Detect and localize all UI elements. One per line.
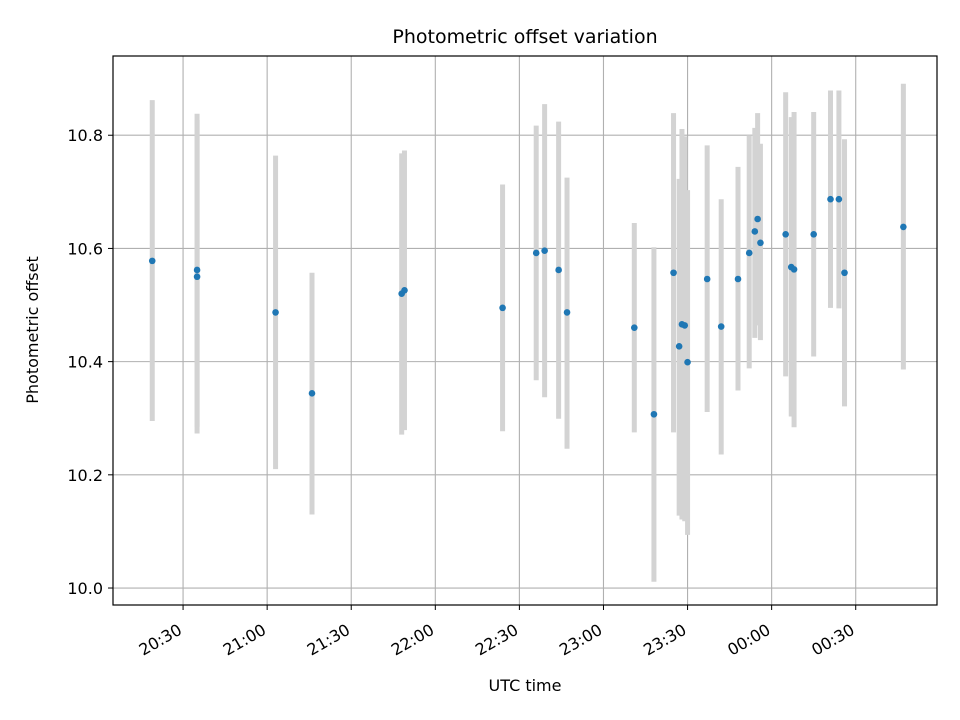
data-point bbox=[499, 304, 506, 312]
y-tick-label: 10.0 bbox=[67, 579, 103, 598]
y-tick-label: 10.6 bbox=[67, 239, 103, 258]
y-tick-label: 10.2 bbox=[67, 466, 103, 485]
x-axis-title: UTC time bbox=[489, 676, 562, 695]
plot-frame bbox=[112, 55, 938, 606]
y-tick-label: 10.4 bbox=[67, 353, 103, 372]
data-point bbox=[827, 195, 834, 203]
data-point bbox=[401, 287, 408, 294]
y-axis-title: Photometric offset bbox=[23, 256, 42, 404]
data-point bbox=[650, 410, 658, 418]
data-point bbox=[841, 269, 848, 277]
data-point bbox=[541, 247, 548, 254]
data-point bbox=[900, 223, 907, 231]
y-axis-ticks: 10.0 10.2 10.4 10.6 10.8 bbox=[67, 126, 113, 598]
data-point bbox=[754, 215, 761, 223]
data-point bbox=[734, 275, 742, 283]
data-point bbox=[631, 324, 638, 331]
y-tick-label: 10.8 bbox=[67, 126, 103, 145]
data-point bbox=[193, 273, 201, 281]
data-point bbox=[670, 269, 677, 277]
data-point bbox=[308, 390, 316, 397]
data-point bbox=[782, 230, 789, 238]
data-point bbox=[835, 195, 843, 203]
data-point bbox=[272, 309, 279, 316]
plot-area bbox=[113, 56, 937, 605]
data-point bbox=[684, 358, 691, 366]
data-point bbox=[757, 239, 764, 247]
data-points bbox=[148, 195, 907, 418]
data-point bbox=[681, 322, 689, 329]
data-point bbox=[703, 275, 711, 283]
data-point bbox=[148, 257, 156, 265]
data-point bbox=[675, 343, 683, 350]
chart-title: Photometric offset variation bbox=[392, 26, 657, 48]
data-point bbox=[751, 228, 759, 235]
data-point bbox=[555, 266, 562, 274]
data-point bbox=[745, 249, 753, 257]
data-point bbox=[810, 230, 817, 238]
data-point bbox=[563, 309, 571, 316]
data-point bbox=[790, 266, 798, 273]
data-point bbox=[532, 249, 540, 257]
data-point bbox=[717, 323, 725, 330]
data-point bbox=[193, 266, 201, 274]
